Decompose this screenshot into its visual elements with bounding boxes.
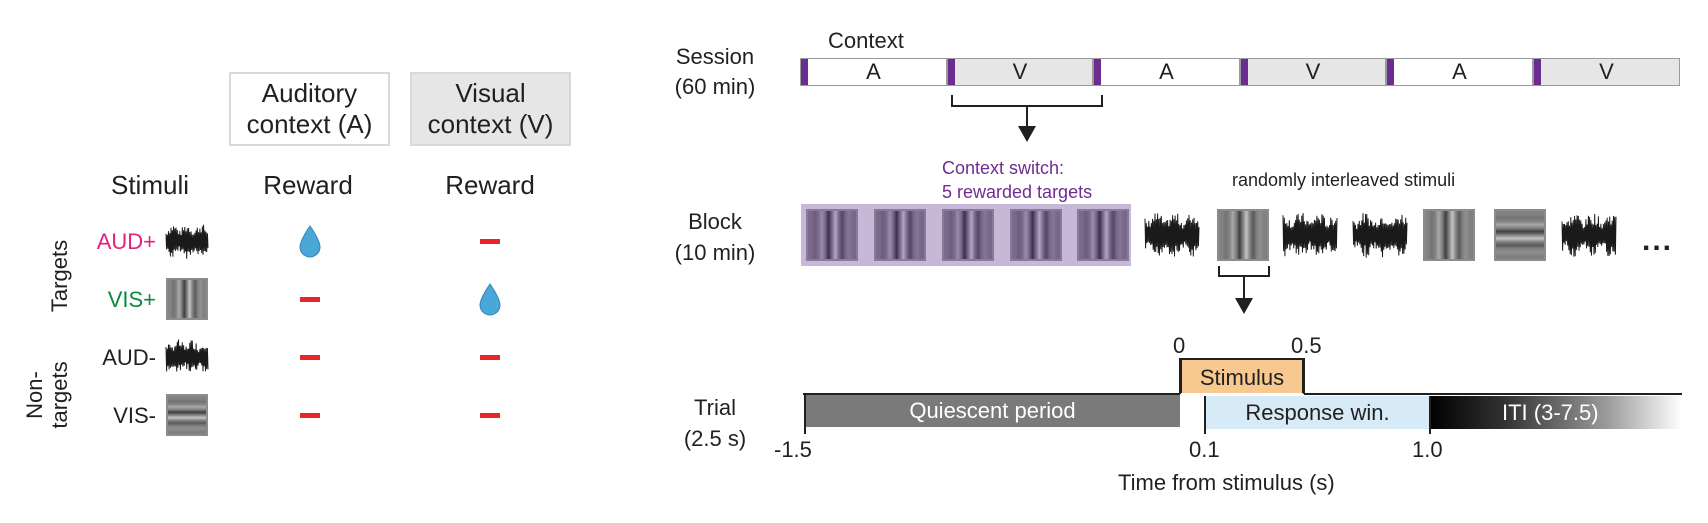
session-block-1: A (800, 58, 947, 86)
no-reward-dash (480, 239, 500, 244)
block-stim-7 (1217, 209, 1269, 261)
reward-drop-icon (479, 283, 501, 316)
reward-drop-icon (299, 225, 321, 258)
context-divider (1387, 59, 1394, 85)
context-divider (948, 59, 955, 85)
auditory-context-line2: context (A) (246, 109, 373, 139)
col-header-reward-a: Reward (263, 170, 353, 200)
trial-x-axis-label: Time from stimulus (s) (1118, 470, 1335, 495)
session-block-5-label: A (1452, 59, 1467, 84)
tick-label-0: 0 (1173, 333, 1186, 358)
visual-context-line2: context (V) (427, 109, 554, 139)
session-block-6-label: V (1599, 59, 1614, 84)
row-label-aud-plus: AUD+ (96, 229, 156, 254)
context-divider (1241, 59, 1248, 85)
block-stim-5 (1077, 209, 1129, 261)
block-stim-1 (806, 209, 858, 261)
row-label-vis-plus: VIS+ (107, 287, 156, 312)
block-ellipsis: ... (1642, 224, 1674, 257)
trial-label-line1: Trial (694, 395, 736, 420)
no-reward-dash (300, 413, 320, 418)
visual-context-box: Visual context (V) (410, 72, 571, 146)
block-stim-6 (1144, 213, 1200, 257)
no-reward-dash (300, 297, 320, 302)
no-reward-dash (480, 413, 500, 418)
trial-label-line2: (2.5 s) (683, 426, 747, 451)
block-stim-9 (1352, 213, 1408, 258)
interleaved-label: randomly interleaved stimuli (1232, 170, 1456, 190)
block-stim-11 (1494, 209, 1546, 261)
context-switch-line1: Context switch: (942, 158, 1065, 178)
context-switch-line2: 5 rewarded targets (942, 182, 1093, 202)
no-reward-dash (300, 355, 320, 360)
tick-label-neg1-5: -1.5 (774, 437, 812, 462)
quiescent-period: Quiescent period (805, 394, 1180, 427)
block-stim-4 (1010, 209, 1062, 261)
auditory-context-box: Auditory context (A) (229, 72, 390, 146)
session-block-5: A (1386, 58, 1533, 86)
row-stim-aud-plus (165, 224, 209, 259)
block-label-line2: (10 min) (674, 240, 756, 265)
block-stim-12 (1561, 213, 1617, 257)
context-title: Context (828, 28, 904, 53)
row-label-aud-minus: AUD- (102, 345, 156, 370)
session-block-4-label: V (1305, 59, 1321, 84)
block-stim-8 (1282, 213, 1338, 257)
col-header-reward-v: Reward (445, 170, 535, 200)
tick-label-0-1: 0.1 (1189, 437, 1220, 462)
visual-context-line1: Visual (455, 78, 526, 108)
session-block-1-label: A (866, 59, 881, 84)
session-block-4: V (1240, 58, 1386, 86)
auditory-context-line1: Auditory (261, 78, 358, 108)
iti-period: ITI (3-7.5) (1430, 396, 1682, 429)
no-reward-dash (480, 355, 500, 360)
session-block-3-label: A (1159, 59, 1174, 84)
iti-label: ITI (3-7.5) (1502, 400, 1599, 425)
session-block-3: A (1093, 58, 1240, 86)
block-stim-2 (874, 209, 926, 261)
row-label-vis-minus: VIS- (113, 403, 156, 428)
block-label: Block (10 min) (655, 206, 775, 268)
session-block-6: V (1533, 58, 1680, 86)
tick-label-1-0: 1.0 (1412, 437, 1443, 462)
response-window: Response win. (1205, 396, 1430, 429)
session-block-2: V (947, 58, 1093, 86)
row-stim-vis-minus (166, 394, 208, 436)
row-stim-aud-minus (165, 339, 209, 372)
context-divider (1534, 59, 1541, 85)
trial-label: Trial (2.5 s) (655, 392, 775, 454)
tick-label-0-5: 0.5 (1291, 333, 1322, 358)
context-divider (1094, 59, 1101, 85)
block-stim-10 (1423, 209, 1475, 261)
session-label: Session (60 min) (655, 42, 775, 102)
session-label-line2: (60 min) (674, 74, 756, 99)
row-stim-vis-plus (166, 278, 208, 320)
context-switch-label: Context switch: 5 rewarded targets (942, 156, 1092, 204)
col-header-stimuli: Stimuli (110, 170, 189, 200)
session-block-2-label: V (1012, 59, 1028, 84)
context-divider (801, 59, 808, 85)
block-stim-3 (942, 209, 994, 261)
block-label-line1: Block (688, 209, 742, 234)
session-label-line1: Session (675, 44, 755, 69)
